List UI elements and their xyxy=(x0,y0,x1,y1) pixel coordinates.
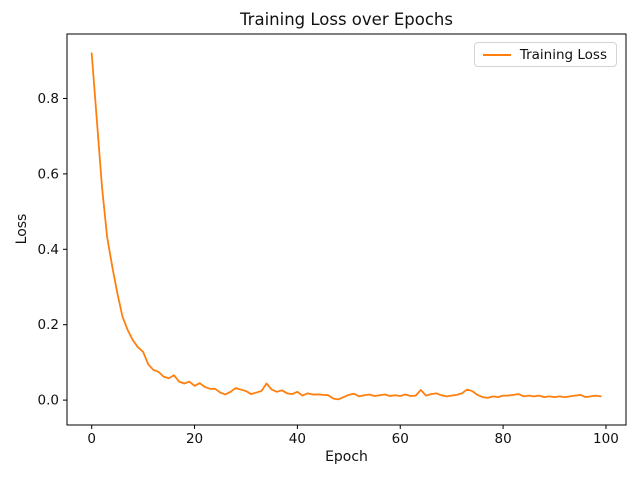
legend-entry-label: Training Loss xyxy=(519,46,607,63)
legend-box: Training Loss xyxy=(473,42,617,67)
x-tick-label: 0 xyxy=(87,431,96,447)
legend-line-sample xyxy=(482,53,511,56)
chart-title: Training Loss over Epochs xyxy=(240,10,453,29)
y-tick-label: 0.4 xyxy=(38,242,59,258)
plot-frame xyxy=(66,33,627,426)
x-tick-label: 20 xyxy=(186,431,203,447)
y-tick-label: 0.6 xyxy=(38,166,59,182)
y-tick-label: 0.8 xyxy=(38,91,59,107)
y-axis-label: Loss xyxy=(14,213,30,245)
x-tick-label: 100 xyxy=(593,431,619,447)
x-tick-label: 60 xyxy=(392,431,409,447)
y-tick-label: 0.2 xyxy=(38,317,59,333)
y-tick-label: 0.0 xyxy=(38,393,59,409)
x-tick-label: 80 xyxy=(494,431,511,447)
x-axis-label: Epoch xyxy=(325,449,368,465)
training-loss-line xyxy=(90,52,602,401)
x-tick-label: 40 xyxy=(289,431,306,447)
